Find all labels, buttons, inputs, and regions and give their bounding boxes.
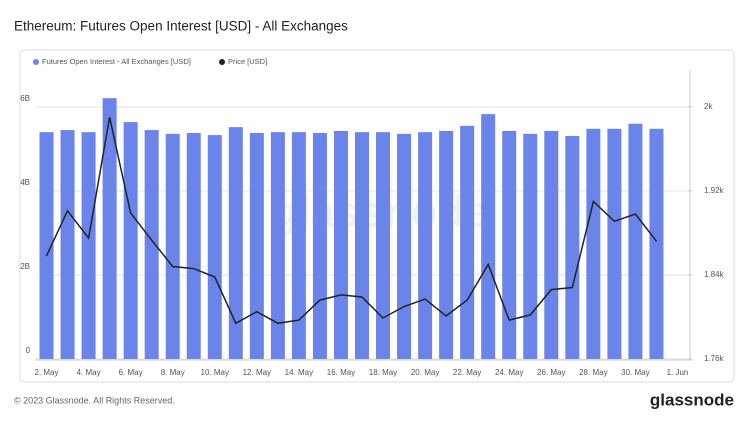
bar <box>376 132 391 359</box>
bar <box>397 133 412 359</box>
x-tick-label: 10. May <box>201 368 229 377</box>
y-tick-label: 6B <box>20 94 30 103</box>
bar <box>60 130 75 359</box>
bar <box>628 123 643 359</box>
bar <box>586 128 601 359</box>
bar <box>165 133 180 359</box>
legend-label: Futures Open Interest - All Exchanges [U… <box>42 57 191 66</box>
bar <box>481 114 496 359</box>
x-tick-label: 1. Jun <box>667 368 689 377</box>
bar <box>460 125 475 359</box>
legend-label: Price [USD] <box>228 57 267 66</box>
x-tick-label: 20. May <box>411 368 439 377</box>
bar <box>81 132 96 359</box>
bar <box>39 132 54 359</box>
footer: © 2023 Glassnode. All Rights Reserved. <box>14 395 175 405</box>
bar <box>607 128 622 359</box>
chart-title: Ethereum: Futures Open Interest [USD] - … <box>14 19 348 34</box>
x-tick-label: 2. May <box>35 368 59 377</box>
x-tick-label: 28. May <box>579 368 607 377</box>
bar <box>649 128 664 359</box>
bar <box>291 132 306 359</box>
y2-tick-label: 1.84k <box>704 270 725 279</box>
bar <box>186 133 201 359</box>
bar <box>355 132 369 359</box>
x-tick-label: 24. May <box>495 368 523 377</box>
bar <box>228 127 243 360</box>
x-tick-label: 30. May <box>621 368 649 377</box>
bar <box>144 130 159 359</box>
y2-tick-label: 1.92k <box>704 186 725 195</box>
x-tick-label: 14. May <box>285 368 313 377</box>
y-tick-label: 2B <box>20 262 30 271</box>
bar <box>418 132 433 359</box>
y-tick-label: 0 <box>26 346 31 355</box>
legend-marker <box>219 59 225 65</box>
bar <box>333 130 348 359</box>
y2-tick-label: 1.76k <box>704 354 725 363</box>
bar <box>249 133 264 359</box>
bar <box>102 98 117 360</box>
bar <box>270 132 285 359</box>
x-tick-label: 6. May <box>119 368 143 377</box>
bar <box>523 133 538 359</box>
bar <box>565 135 580 359</box>
bar <box>207 135 222 359</box>
chart-frame <box>19 49 735 383</box>
x-tick-label: 12. May <box>243 368 271 377</box>
y2-tick-label: 2k <box>704 102 713 111</box>
x-tick-label: 16. May <box>327 368 355 377</box>
price-line <box>45 117 658 325</box>
legend-marker <box>33 59 39 65</box>
logo: glassnode <box>650 390 734 409</box>
bar <box>502 130 517 359</box>
x-tick-label: 18. May <box>369 368 397 377</box>
x-tick-label: 4. May <box>77 368 101 377</box>
x-tick-label: 26. May <box>537 368 565 377</box>
x-tick-label: 8. May <box>161 368 185 377</box>
bar <box>312 133 327 359</box>
bar <box>439 130 454 359</box>
bar <box>544 130 559 359</box>
y-tick-label: 4B <box>20 178 30 187</box>
x-tick-label: 22. May <box>453 368 481 377</box>
bar <box>123 122 138 359</box>
